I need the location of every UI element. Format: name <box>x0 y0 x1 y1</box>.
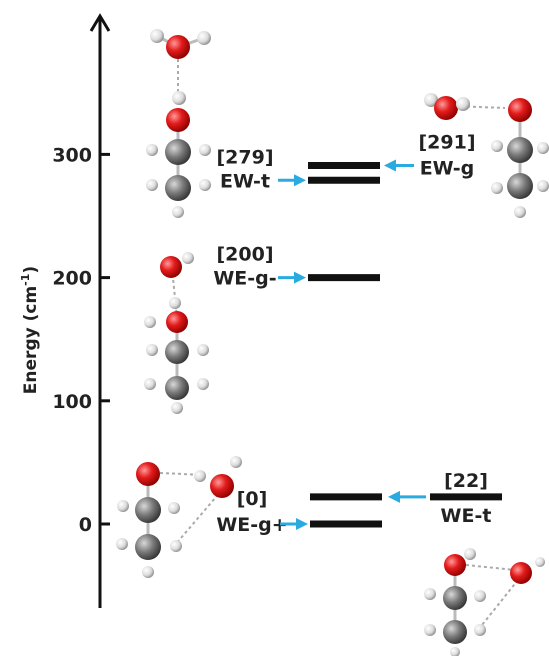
level-value-ew-t: [279] <box>216 146 273 168</box>
y-tick-label-0: 0 <box>79 514 92 536</box>
level-name-we-g-plus: WE-g+ <box>216 514 287 536</box>
level-ew-t: [279]EW-t <box>216 146 380 192</box>
level-name-we-t: WE-t <box>441 505 492 527</box>
level-arrowhead-we-g-plus <box>296 518 308 530</box>
level-name-ew-g: EW-g <box>420 157 475 179</box>
y-axis: 0 100 200 300 <box>52 13 111 608</box>
y-axis-arrowhead <box>89 13 111 32</box>
level-value-we-t: [22] <box>444 470 488 492</box>
molecule-we-g-plus <box>116 456 242 578</box>
y-tick-label-100: 100 <box>52 391 92 413</box>
level-value-we-g-minus: [200] <box>216 244 273 266</box>
level-name-we-g-minus: WE-g- <box>213 268 276 290</box>
level-we-t: [22] WE-t <box>310 470 502 527</box>
energy-levels: [0]WE-g+[22]WE-t[200]WE-g-[279]EW-t[291]… <box>213 131 502 536</box>
molecule-we-g-minus <box>144 252 209 414</box>
level-arrowhead-we-g-minus <box>294 271 306 284</box>
y-tick-label-300: 300 <box>52 144 92 166</box>
level-we-g-plus: [0] WE-g+ <box>216 488 382 536</box>
y-tick-label-200: 200 <box>52 268 92 290</box>
level-value-we-g-plus: [0] <box>237 488 268 510</box>
molecule-ew-t <box>146 29 211 218</box>
y-axis-title: Energy (cm-1) <box>19 266 41 394</box>
level-arrowhead-ew-t <box>294 174 306 187</box>
level-arrowhead-ew-g <box>384 159 396 172</box>
level-we-g-minus: [200]WE-g- <box>213 244 380 290</box>
level-ew-g: [291] EW-g <box>308 131 476 179</box>
level-arrowhead-we-t <box>388 490 400 503</box>
level-name-ew-t: EW-t <box>220 170 270 192</box>
molecule-ew-g <box>424 93 549 218</box>
level-value-ew-g: [291] <box>418 131 475 153</box>
y-axis-title-superscript: -1 <box>19 274 32 286</box>
molecule-we-t <box>424 548 545 656</box>
